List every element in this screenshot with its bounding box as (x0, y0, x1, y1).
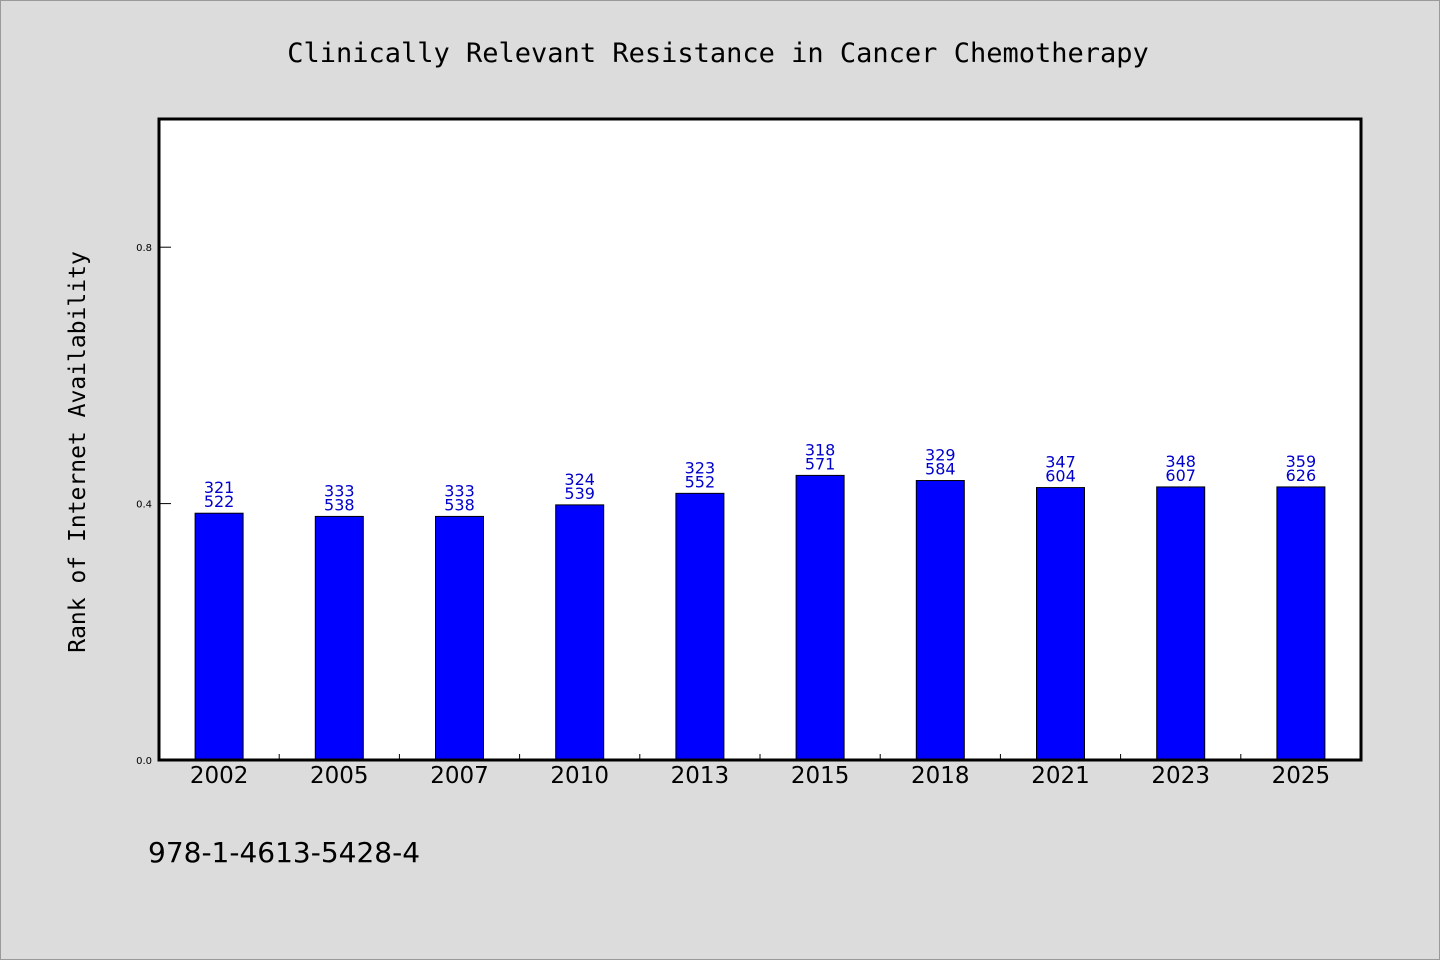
x-tick-label-2007: 2007 (430, 763, 489, 789)
x-tick-label-2018: 2018 (911, 763, 970, 789)
data-label-top-2007: 333 (444, 481, 475, 500)
x-tick-label-2005: 2005 (310, 763, 369, 789)
data-label-bottom-2010: 539 (564, 484, 595, 503)
isbn-text: 978-1-4613-5428-4 (148, 836, 420, 869)
data-label-top-2013: 323 (685, 458, 716, 477)
data-label-bottom-2015: 571 (805, 454, 836, 473)
y-axis-label: Rank of Internet Availability (65, 251, 91, 653)
data-label-bottom-2002: 522 (204, 492, 235, 511)
plot-border (157, 117, 1363, 762)
bar-2021 (1036, 487, 1085, 761)
data-label-top-2021: 347 (1045, 453, 1076, 472)
chart-title: Clinically Relevant Resistance in Cancer… (287, 38, 1149, 69)
x-tick-label-2021: 2021 (1031, 763, 1090, 789)
bar-2018 (915, 480, 965, 761)
data-label-bottom-2021: 604 (1045, 467, 1076, 486)
data-label-bottom-2023: 607 (1165, 466, 1196, 485)
bar-2015 (795, 474, 845, 761)
y-tick-label-0.8: 0.8 (136, 243, 152, 254)
bars-layer (194, 474, 1326, 761)
data-label-bottom-2005: 538 (324, 495, 355, 514)
y-tick-label-0.0: 0.0 (136, 756, 152, 767)
x-tick-label-2023: 2023 (1151, 763, 1210, 789)
bar-2010 (555, 504, 605, 761)
data-label-top-2015: 318 (805, 440, 836, 459)
x-tick-label-2025: 2025 (1272, 763, 1331, 789)
bar-2002 (194, 512, 244, 761)
x-tick-label-2015: 2015 (791, 763, 850, 789)
data-label-bottom-2013: 552 (685, 472, 716, 491)
data-label-top-2002: 321 (204, 478, 235, 497)
bar-2007 (435, 515, 484, 761)
y-tick-label-0.4: 0.4 (136, 500, 152, 511)
data-label-top-2005: 333 (324, 481, 355, 500)
bar-2025 (1276, 486, 1326, 761)
bar-2005 (314, 515, 364, 761)
data-label-bottom-2025: 626 (1286, 466, 1317, 485)
x-tick-label-2002: 2002 (190, 763, 249, 789)
bar-2023 (1156, 486, 1206, 761)
data-label-top-2025: 359 (1286, 452, 1317, 471)
bar-2013 (675, 492, 725, 761)
x-axis: 2002 2005 2007 2010 2013 2015 2018 2021 2023 2025 (190, 754, 1330, 789)
data-label-top-2018: 329 (925, 446, 956, 465)
data-label-top-2010: 324 (564, 470, 595, 489)
data-label-top-2023: 348 (1165, 452, 1196, 471)
x-tick-label-2013: 2013 (671, 763, 730, 789)
data-label-bottom-2018: 584 (925, 460, 956, 479)
data-label-bottom-2007: 538 (444, 495, 475, 514)
x-tick-label-2010: 2010 (550, 763, 609, 789)
